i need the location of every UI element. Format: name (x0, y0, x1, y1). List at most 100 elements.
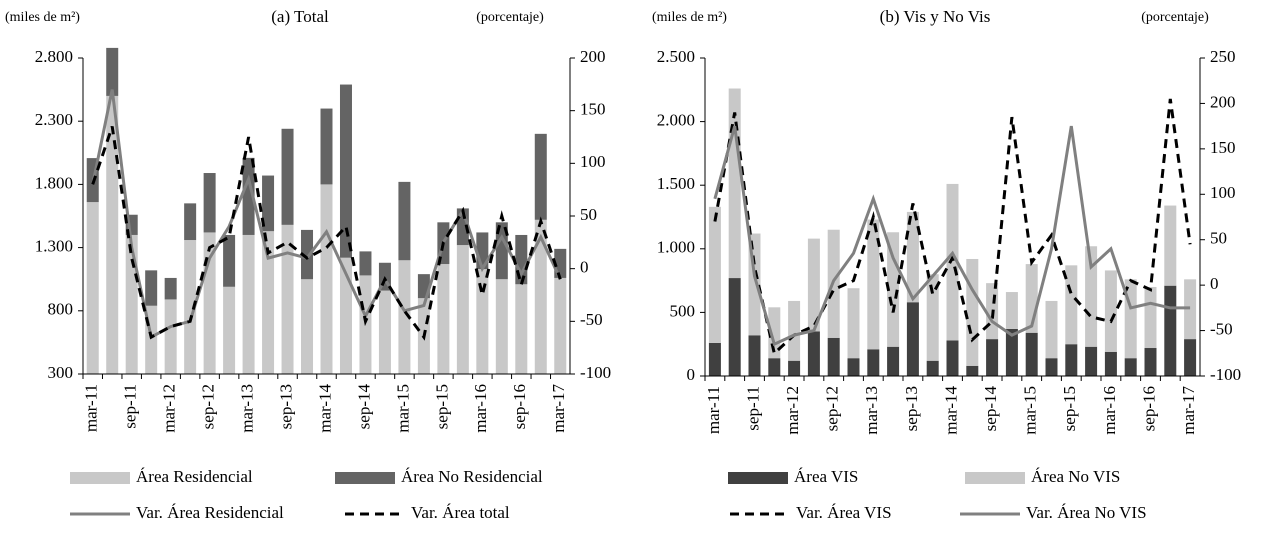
y2-tick-label: 0 (1210, 274, 1219, 293)
y-tick-label: 500 (670, 301, 696, 320)
legend-swatch (965, 472, 1025, 484)
line-series (91, 89, 562, 340)
y2-tick-label: -50 (1210, 319, 1233, 338)
legend-swatch (335, 472, 395, 484)
bar (906, 302, 919, 376)
legend-label: Área VIS (794, 467, 858, 486)
bar (242, 234, 255, 374)
y-tick-label: 800 (48, 300, 74, 319)
y2-tick-label: 50 (580, 205, 597, 224)
bar (906, 211, 919, 303)
bar (1144, 348, 1157, 376)
x-tick-label: sep-13 (902, 386, 921, 431)
legend-label: Var. Área No VIS (1026, 503, 1147, 522)
bar (184, 240, 197, 374)
line-series (91, 126, 562, 341)
bar (986, 339, 999, 376)
y-tick-label: 2.000 (657, 111, 695, 130)
bar (262, 231, 275, 374)
bar (748, 335, 761, 376)
legend-label: Var. Área total (411, 503, 510, 522)
y2-tick-label: 100 (1210, 183, 1236, 202)
bar (1065, 344, 1078, 376)
bar (339, 257, 352, 374)
x-tick-label: mar-12 (783, 386, 802, 435)
bar (1085, 246, 1098, 347)
y-tick-label: 300 (48, 363, 74, 382)
bar (534, 219, 547, 374)
y-tick-label: 1.000 (657, 238, 695, 257)
y2-tick-label: 150 (1210, 138, 1236, 157)
y-tick-label: 1.800 (35, 173, 73, 192)
bar (223, 234, 236, 287)
x-tick-label: mar-14 (941, 386, 960, 435)
bar (554, 277, 567, 374)
y-tick-label: 2.500 (657, 47, 695, 66)
bar (476, 269, 489, 374)
x-tick-label: sep-12 (199, 384, 218, 429)
bar (1045, 358, 1058, 376)
bar (807, 238, 820, 332)
y-tick-label: 0 (687, 365, 696, 384)
x-tick-label: sep-12 (823, 386, 842, 431)
bar (1164, 205, 1177, 286)
bar (708, 342, 721, 376)
y2-axis-label: (porcentaje) (476, 10, 544, 25)
bar (301, 229, 314, 280)
bar (926, 360, 939, 376)
y2-tick-label: 250 (1210, 47, 1236, 66)
y2-tick-label: 0 (580, 258, 589, 277)
y2-tick-label: 100 (580, 152, 606, 171)
x-tick-label: sep-15 (432, 384, 451, 429)
y2-tick-label: 50 (1210, 229, 1227, 248)
x-tick-label: sep-14 (354, 384, 373, 430)
legend-swatch (70, 472, 130, 484)
legend-label: Área No Residencial (401, 467, 543, 486)
bar (86, 202, 99, 374)
legend-label: Var. Área Residencial (136, 503, 284, 522)
bar (281, 128, 294, 225)
bar (788, 360, 801, 376)
bar (515, 284, 528, 374)
bar (966, 258, 979, 366)
bar (1164, 285, 1177, 376)
bar (966, 365, 979, 376)
y-tick-label: 2.800 (35, 47, 73, 66)
bar (164, 299, 177, 374)
bar (1144, 286, 1157, 349)
legend-swatch (728, 472, 788, 484)
bar (1045, 300, 1058, 359)
bar (164, 277, 177, 300)
x-tick-label: mar-16 (1100, 386, 1119, 435)
x-tick-label: sep-16 (1139, 386, 1158, 431)
x-tick-label: mar-15 (1021, 386, 1040, 435)
line-series (713, 125, 1191, 347)
y2-tick-label: 200 (1210, 92, 1236, 111)
bar (946, 183, 959, 341)
bar (495, 279, 508, 374)
bar (125, 234, 138, 374)
x-tick-label: mar-16 (471, 384, 490, 433)
bar (223, 286, 236, 374)
x-tick-label: mar-12 (160, 384, 179, 433)
bar (378, 290, 391, 374)
bar (1025, 332, 1038, 376)
bar (1005, 328, 1018, 376)
y2-tick-label: -100 (580, 363, 611, 382)
x-tick-label: mar-11 (704, 386, 723, 434)
bar (203, 173, 216, 233)
x-tick-label: sep-11 (743, 386, 762, 431)
bar (788, 300, 801, 361)
x-tick-label: sep-16 (510, 384, 529, 429)
bar (1124, 358, 1137, 376)
bar (1104, 351, 1117, 376)
legend-label: Var. Área VIS (796, 503, 892, 522)
bar (847, 358, 860, 376)
y-tick-label: 1.300 (35, 237, 73, 256)
y-axis-label: (miles de m²) (652, 10, 727, 25)
y-tick-label: 1.500 (657, 174, 695, 193)
bar (359, 251, 372, 276)
bar (106, 95, 119, 375)
bar (1005, 292, 1018, 329)
